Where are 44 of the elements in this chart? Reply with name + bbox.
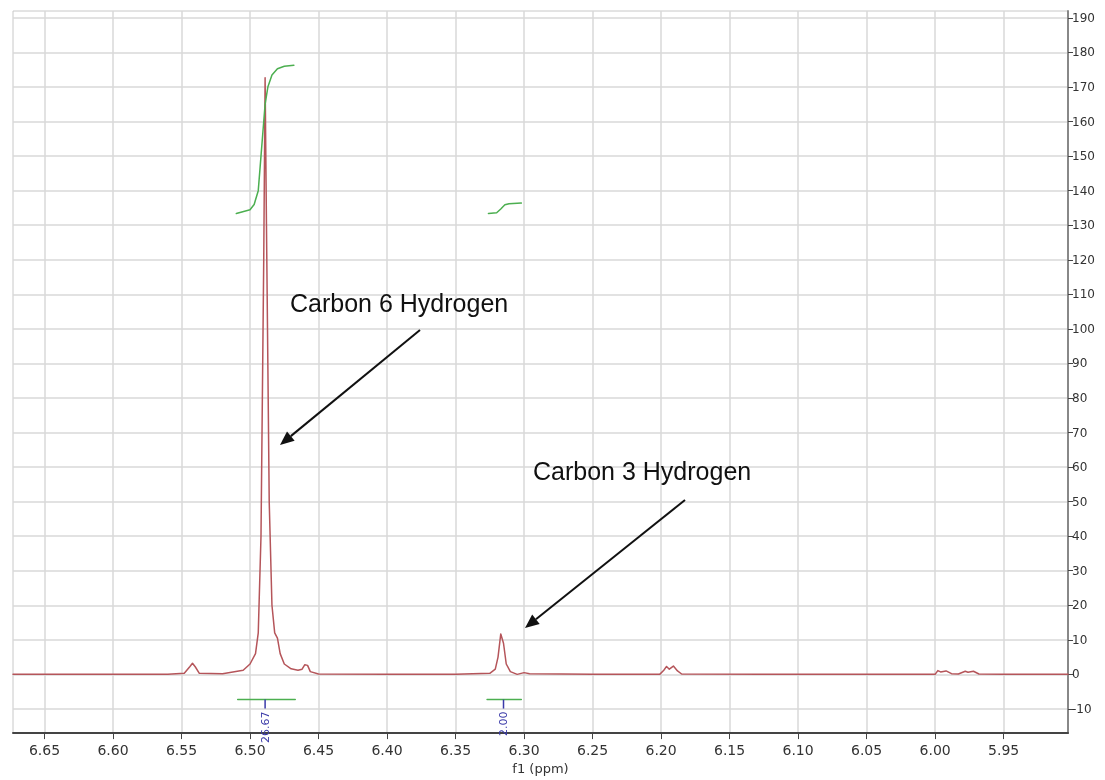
y-tick-label: 120 [1072, 252, 1095, 267]
x-tick-label: 6.65 [28, 742, 61, 759]
y-tick-label: 50 [1072, 494, 1088, 509]
line-series [235, 64, 295, 215]
x-tick-label: 6.20 [645, 742, 677, 759]
x-tick-label: 6.00 [919, 742, 951, 759]
annotation: Carbon 3 Hydrogen [533, 457, 752, 485]
x-tick-label: 6.25 [576, 742, 609, 759]
y-tick-label: 180 [1072, 45, 1095, 60]
y-tick-label: 160 [1072, 114, 1095, 129]
x-tick-label: 5.95 [988, 742, 1020, 759]
x-tick-label: 6.60 [97, 742, 129, 759]
y-tick-label: -10 [1072, 701, 1092, 716]
y-tick-label: 40 [1072, 529, 1088, 544]
y-tick-label: 130 [1072, 218, 1095, 233]
y-tick-label: 170 [1072, 80, 1095, 95]
y-tick-label: 190 [1072, 10, 1095, 25]
annotation: Carbon 6 Hydrogen [290, 289, 509, 317]
annotation: 26.67 [258, 711, 272, 744]
x-tick-label: 6.50 [234, 742, 266, 759]
y-tick-label: 20 [1072, 598, 1088, 613]
line-series [487, 202, 523, 215]
y-tick-label: 110 [1072, 287, 1095, 302]
line-series [12, 76, 1069, 676]
y-tick-label: 30 [1072, 563, 1088, 578]
x-tick-label: 6.35 [439, 742, 472, 759]
x-tick-label: 6.15 [713, 742, 746, 759]
x-tick-label: 6.30 [508, 742, 540, 759]
x-tick-label: 6.40 [371, 742, 403, 759]
x-tick-label: 6.10 [782, 742, 814, 759]
y-tick-label: 90 [1072, 356, 1088, 371]
y-tick-label: 60 [1072, 460, 1088, 475]
y-tick-label: 150 [1072, 149, 1095, 164]
y-tick-label: 0 [1072, 667, 1080, 682]
x-tick-label: 6.05 [851, 742, 883, 759]
y-tick-label: 140 [1072, 183, 1095, 198]
x-tick-label: 6.55 [165, 742, 198, 759]
x-tick-label: 6.45 [302, 742, 335, 759]
annotation: 2.00 [497, 711, 511, 737]
x-axis-title: f1 (ppm) [512, 761, 569, 776]
y-tick-label: 10 [1072, 632, 1088, 647]
y-tick-label: 80 [1072, 390, 1088, 405]
y-tick-label: 100 [1072, 321, 1095, 336]
y-tick-label: 70 [1072, 425, 1088, 440]
